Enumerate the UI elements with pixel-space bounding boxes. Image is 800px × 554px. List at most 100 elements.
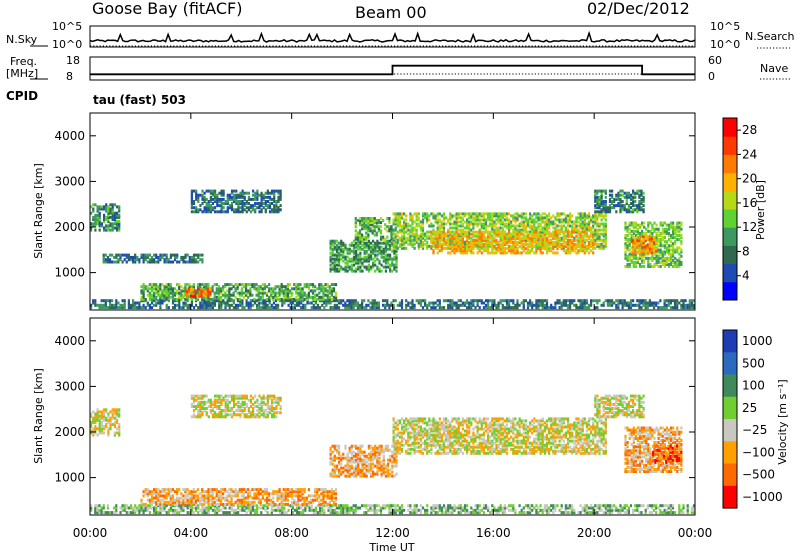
heatmap-cell <box>157 287 160 291</box>
heatmap-cell <box>457 238 460 242</box>
heatmap-cell <box>243 208 246 212</box>
heatmap-cell <box>461 222 464 226</box>
heatmap-cell <box>583 247 586 251</box>
heatmap-cell <box>115 215 119 219</box>
heatmap-cell <box>480 224 483 228</box>
heatmap-cell <box>209 208 212 212</box>
heatmap-cell <box>602 240 605 244</box>
heatmap-cell <box>363 217 366 220</box>
heatmap-cell <box>207 206 210 210</box>
heatmap-cell <box>163 297 166 301</box>
heatmap-cell <box>478 299 481 303</box>
heatmap-cell <box>333 257 336 261</box>
heatmap-cell <box>90 414 93 418</box>
heatmap-cell <box>342 253 345 257</box>
heatmap-cell <box>350 257 353 261</box>
heatmap-cell <box>503 238 506 242</box>
heatmap-cell <box>331 243 334 247</box>
heatmap-cell <box>295 299 299 303</box>
heatmap-cell <box>672 250 675 254</box>
heatmap-cell <box>474 241 477 244</box>
heatmap-cell <box>575 224 578 228</box>
heatmap-cell <box>322 291 325 295</box>
heatmap-cell <box>113 431 116 435</box>
heatmap-cell <box>249 204 253 208</box>
heatmap-cell <box>646 235 649 239</box>
heatmap-cell <box>190 289 193 293</box>
heatmap-cell <box>367 221 370 225</box>
heatmap-cell <box>195 508 198 512</box>
heatmap-cell <box>388 303 391 307</box>
heatmap-cell <box>554 303 557 307</box>
heatmap-cell <box>678 263 681 266</box>
heatmap-cell <box>196 287 200 291</box>
heatmap-cell <box>560 306 563 310</box>
heatmap-cell <box>405 222 408 226</box>
heatmap-cell <box>186 504 189 508</box>
heatmap-cell <box>581 303 584 307</box>
heatmap-cell <box>176 303 179 307</box>
heatmap-cell <box>472 212 475 216</box>
heatmap-cell <box>442 306 446 310</box>
heatmap-cell <box>491 212 494 216</box>
heatmap-cell <box>407 242 410 246</box>
heatmap-cell <box>256 195 259 199</box>
nave-tick-bottom: 0 <box>708 70 715 83</box>
heatmap-cell <box>653 241 656 245</box>
heatmap-cell <box>153 258 156 262</box>
heatmap-cell <box>386 303 389 307</box>
heatmap-cell <box>560 236 563 240</box>
heatmap-cell <box>94 418 97 422</box>
heatmap-cell <box>535 238 538 242</box>
heatmap-cell <box>320 283 323 287</box>
heatmap-cell <box>274 291 277 295</box>
heatmap-cell <box>628 256 631 260</box>
heatmap-cell <box>178 285 181 289</box>
heatmap-cell <box>361 299 364 303</box>
heatmap-cell <box>224 291 227 295</box>
heatmap-cell <box>552 236 555 240</box>
heatmap-cell <box>382 251 385 255</box>
noise-panel <box>89 25 696 48</box>
heatmap-cell <box>194 294 197 298</box>
heatmap-cell <box>192 283 195 287</box>
heatmap-cell <box>659 234 662 237</box>
heatmap-cell <box>375 303 378 307</box>
heatmap-cell <box>118 209 121 213</box>
heatmap-cell <box>272 287 275 291</box>
heatmap-cell <box>688 301 691 305</box>
heatmap-cell <box>630 221 633 225</box>
heatmap-cell <box>524 299 527 303</box>
heatmap-cell <box>663 250 666 254</box>
heatmap-cell <box>245 200 248 203</box>
heatmap-cell <box>484 212 488 216</box>
heatmap-cell <box>247 306 250 310</box>
heatmap-cell <box>206 287 209 291</box>
heatmap-cell <box>627 191 630 195</box>
heatmap-cell <box>476 244 479 248</box>
heatmap-cell <box>645 234 648 237</box>
heatmap-cell <box>524 228 527 232</box>
heatmap-cell <box>346 265 349 269</box>
heatmap-cell <box>165 253 168 257</box>
heatmap-cell <box>516 249 519 253</box>
heatmap-cell <box>356 301 359 305</box>
heatmap-cell <box>384 253 387 257</box>
heatmap-cell <box>449 238 452 242</box>
heatmap-cell <box>192 210 196 214</box>
heatmap-cell <box>369 265 373 269</box>
heatmap-cell <box>661 236 664 239</box>
heatmap-cell <box>369 306 372 310</box>
heatmap-cell <box>562 241 565 244</box>
heatmap-cell <box>514 245 517 249</box>
heatmap-cell <box>583 301 586 305</box>
heatmap-cell <box>374 255 377 259</box>
heatmap-cell <box>478 222 481 226</box>
heatmap-cell <box>138 258 141 262</box>
heatmap-cell <box>346 261 349 265</box>
heatmap-cell <box>674 301 677 305</box>
heatmap-cell <box>111 511 114 515</box>
heatmap-cell <box>647 260 650 264</box>
heatmap-cell <box>409 240 412 244</box>
heatmap-cell <box>566 232 570 236</box>
